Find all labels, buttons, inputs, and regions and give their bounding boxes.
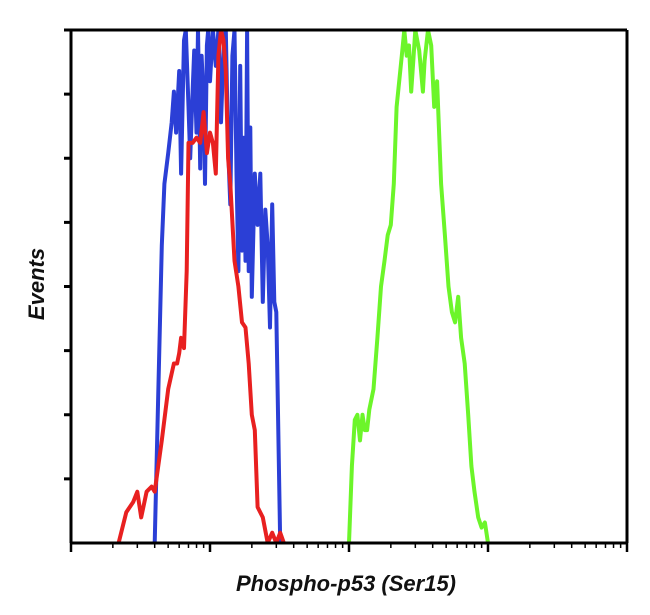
histogram-series-2 xyxy=(116,30,286,543)
axes-layer xyxy=(69,28,629,545)
histogram-series-3 xyxy=(347,30,490,543)
histogram-series-1 xyxy=(152,30,283,543)
x-axis-title: Phospho-p53 (Ser15) xyxy=(236,571,456,596)
y-ticks xyxy=(64,28,71,481)
x-ticks xyxy=(69,543,629,552)
y-axis-title: Events xyxy=(24,248,49,320)
series-layer xyxy=(116,30,490,543)
